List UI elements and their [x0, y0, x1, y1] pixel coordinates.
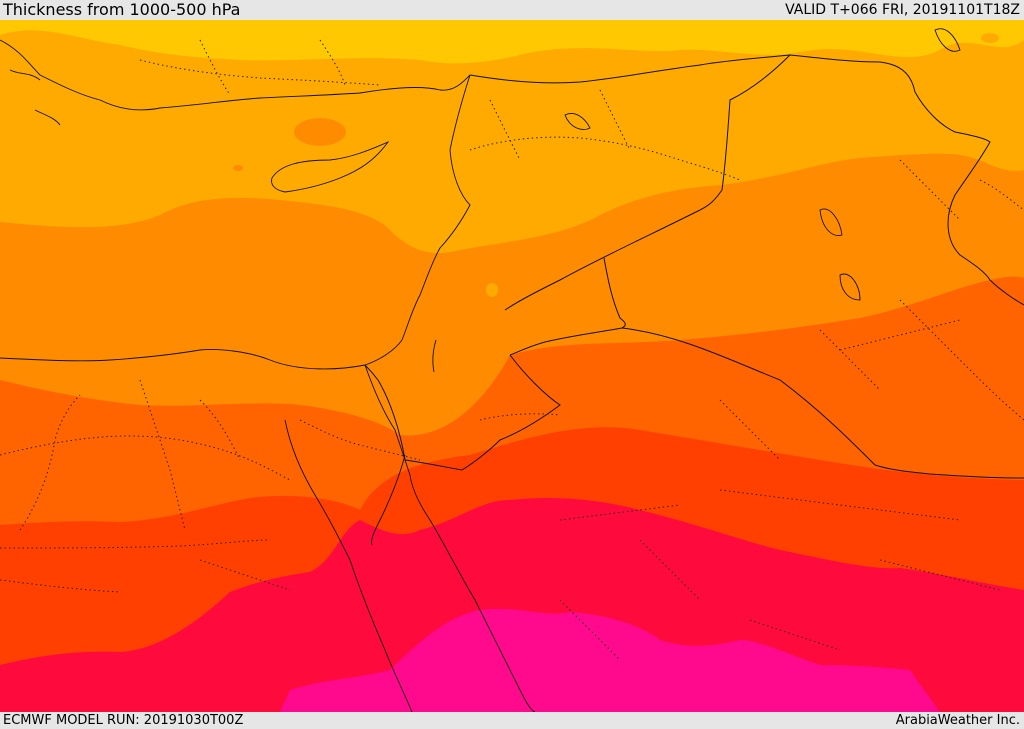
- spot-1: [294, 118, 346, 146]
- thickness-map: [0, 20, 1024, 712]
- spot-2: [486, 283, 498, 297]
- valid-time: VALID T+066 FRI, 20191101T18Z: [785, 2, 1020, 18]
- model-run: ECMWF MODEL RUN: 20191030T00Z: [3, 713, 244, 728]
- spot-4: [981, 33, 999, 43]
- map-title: Thickness from 1000-500 hPa: [3, 0, 241, 19]
- province-borders: [0, 39, 1024, 661]
- borders: [364, 54, 1024, 479]
- map-canvas: [0, 20, 1024, 712]
- coastlines: [0, 28, 961, 712]
- band-magenta: [280, 608, 940, 712]
- spot-3: [233, 165, 243, 171]
- header-bar: Thickness from 1000-500 hPa VALID T+066 …: [0, 0, 1024, 20]
- footer-bar: ECMWF MODEL RUN: 20191030T00Z ArabiaWeat…: [0, 712, 1024, 729]
- credit-text: ArabiaWeather Inc.: [895, 713, 1020, 728]
